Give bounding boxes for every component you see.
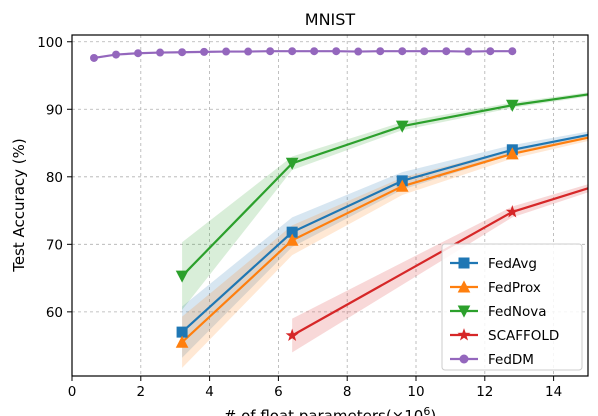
feddm-point [376,47,385,56]
x-tick-label: 10 [407,384,424,400]
fedavg-confidence-band [182,131,588,358]
scaffold-confidence-band [292,184,588,353]
legend-box [441,243,583,371]
legend-fednova-marker [457,305,471,318]
feddm-point [156,48,165,57]
feddm-point [244,47,253,56]
y-tick-label: 80 [46,170,63,186]
scaffold-point [505,205,519,218]
feddm-point [332,47,341,56]
feddm-point [222,47,231,56]
feddm-point [178,48,187,57]
feddm-point [508,47,517,56]
feddm-point [310,47,319,56]
x-ticks: 0 2 4 6 8 10 12 14 [68,376,562,400]
legend-scaffold-label: SCAFFOLD [488,328,559,344]
x-tick-label: 12 [476,384,493,400]
legend: FedAvg FedProx FedNova SCAFFOLD FedDM [441,243,583,371]
feddm-point [442,47,451,56]
fedavg-point [286,226,298,238]
legend-fedavg-marker [458,257,470,269]
plot-frame [71,34,589,377]
x-tick-label: 8 [343,384,352,400]
x-tick-label: 0 [68,384,77,400]
fedprox-point [175,335,189,348]
feddm-point [134,49,143,58]
feddm-point [420,47,429,56]
feddm-point [200,47,209,56]
legend-feddm-label: FedDM [488,352,534,368]
chart-title: MNIST [305,10,356,29]
feddm-point [486,47,495,56]
fednova-point [395,120,409,133]
feddm-point [90,53,99,62]
x-tick-label: 14 [545,384,562,400]
legend-fedprox-marker [457,280,471,293]
x-tick-label: 4 [205,384,214,400]
legend-fedprox-label: FedProx [488,280,541,296]
feddm-point [464,47,473,56]
fednova-point [175,270,189,283]
legend-fednova-label: FedNova [488,304,547,320]
fednova-point [505,99,519,112]
legend-fedavg-label: FedAvg [488,256,537,272]
series-markers [90,47,519,348]
y-tick-label: 70 [46,237,63,253]
fednova-point [285,157,299,170]
x-tick-label: 2 [137,384,146,400]
legend-scaffold-marker [457,328,471,341]
feddm-point [354,47,363,56]
legend-feddm-marker [459,354,469,364]
y-axis-label: Test Accuracy (%) [10,138,28,273]
fedprox-point [285,233,299,246]
x-axis-label: # of float parameters(×106) [224,405,436,416]
feddm-point [112,50,121,59]
y-ticks: 60 70 80 90 100 [37,35,72,321]
feddm-point [266,47,275,56]
fedavg-point [176,326,188,338]
feddm-point [288,47,297,56]
fednova-confidence-band [182,92,588,310]
fedprox-confidence-band [182,134,588,368]
scaffold-point [285,328,299,342]
y-tick-label: 100 [37,35,63,51]
fedprox-point [395,179,409,192]
fedprox-point [505,147,519,160]
feddm-point [398,47,407,56]
x-tick-label: 6 [274,384,283,400]
y-tick-label: 60 [46,305,63,321]
y-tick-label: 90 [46,102,63,118]
